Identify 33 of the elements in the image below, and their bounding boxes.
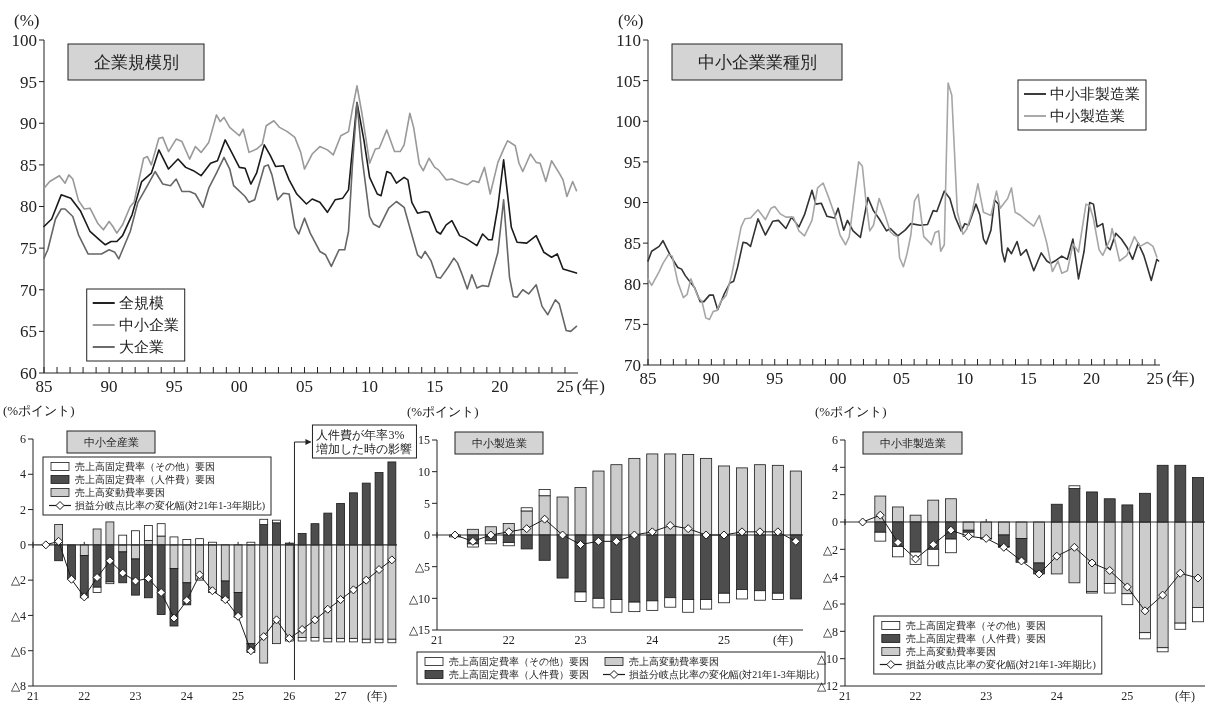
chart-title: 中小製造業 — [471, 436, 527, 449]
legend-label: 中小製造業 — [1050, 108, 1125, 125]
chart-title: 中小全産業 — [83, 435, 139, 448]
legend-label: 中小非製造業 — [1050, 86, 1140, 103]
legend-label: 売上高変動費率要因 — [75, 487, 165, 499]
legend-label: 売上高変動費率要因 — [629, 656, 719, 668]
x-axis-title: (年) — [1166, 369, 1195, 388]
text: 企業規模別 — [93, 53, 179, 73]
legend-label: 売上高固定費率（人件費）要因 — [75, 474, 215, 486]
chart-title: 中小非製造業 — [879, 436, 946, 449]
y-axis-title: (%) — [14, 11, 40, 30]
legend-label: 売上高固定費率（人件費）要因 — [905, 633, 1046, 645]
ref-line-label: 人件費が年率3%増加した時の影響 — [315, 428, 413, 456]
legend-label: 損益分岐点比率の変化幅(対21年1-3年期比) — [629, 669, 819, 682]
x-axis-title: (年) — [367, 689, 387, 703]
legend-label: 全規模 — [118, 295, 164, 312]
y-axis-title: (%ポイント) — [3, 403, 75, 418]
legend-label: 売上高変動費率要因 — [905, 646, 996, 658]
legend-label: 損益分岐点比率の変化幅(対21年1-3年期比) — [905, 659, 1096, 672]
legend-label: 大企業 — [118, 339, 164, 356]
y-axis-title: (%ポイント) — [407, 404, 479, 419]
legend-label: 売上高固定費率（人件費）要因 — [449, 669, 589, 681]
x-axis-title: (年) — [1175, 689, 1195, 703]
legend-label: 売上高固定費率（その他）要因 — [449, 656, 589, 668]
y-axis-title: (%ポイント) — [815, 404, 887, 419]
legend-label: 売上高固定費率（その他）要因 — [905, 620, 1046, 632]
legend-label: 売上高固定費率（その他）要因 — [75, 461, 215, 473]
x-axis-title: (年) — [576, 377, 605, 396]
legend-label: 中小企業 — [118, 317, 179, 334]
text: 中小企業業種別 — [697, 53, 817, 73]
x-axis-title: (年) — [773, 633, 793, 647]
legend-label: 損益分岐点比率の変化幅(対21年1-3年期比) — [75, 500, 265, 513]
y-axis-title: (%) — [618, 11, 644, 30]
